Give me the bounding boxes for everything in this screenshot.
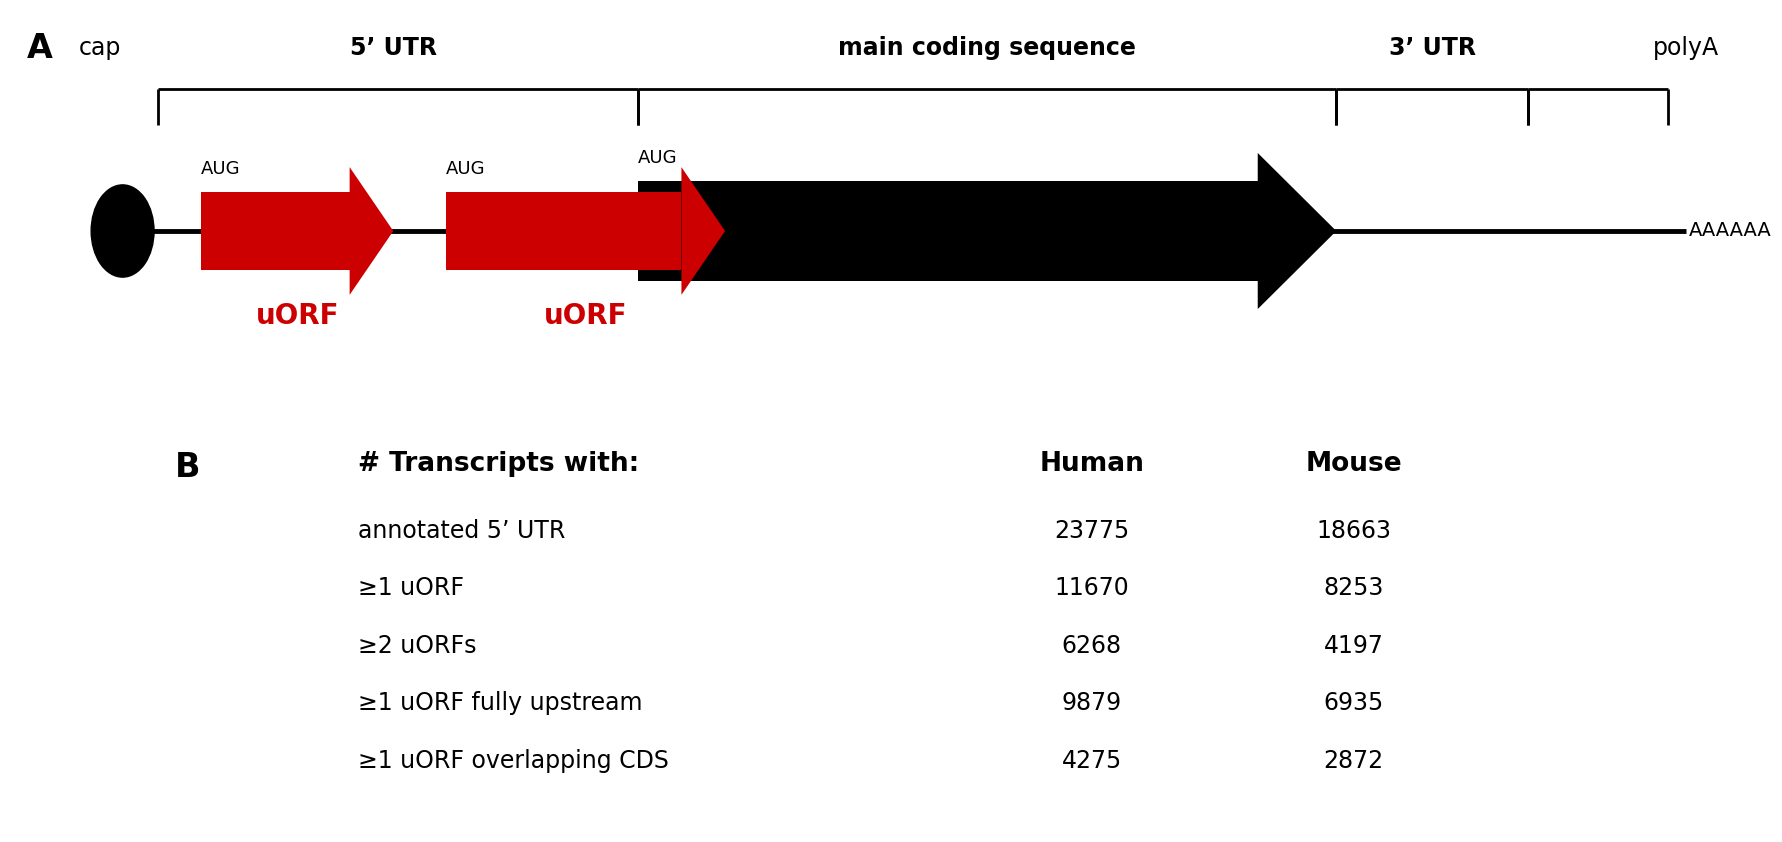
Text: 8253: 8253 [1324, 576, 1385, 600]
Text: annotated 5’ UTR: annotated 5’ UTR [358, 519, 565, 543]
Text: 5’ UTR: 5’ UTR [349, 36, 437, 60]
Polygon shape [446, 192, 681, 270]
Text: B: B [175, 450, 201, 483]
Polygon shape [638, 181, 1258, 280]
Text: Human: Human [1039, 450, 1144, 477]
Text: 6935: 6935 [1324, 691, 1385, 715]
Text: AAAAAA: AAAAAA [1689, 221, 1771, 241]
Text: AUG: AUG [638, 149, 677, 168]
Text: 6268: 6268 [1062, 634, 1123, 658]
Text: 4197: 4197 [1324, 634, 1383, 658]
Text: cap: cap [78, 36, 121, 60]
Polygon shape [201, 192, 349, 270]
Text: A: A [27, 32, 52, 66]
Text: ≥1 uORF fully upstream: ≥1 uORF fully upstream [358, 691, 643, 715]
Text: Mouse: Mouse [1306, 450, 1402, 477]
Text: 4275: 4275 [1062, 749, 1123, 773]
Ellipse shape [91, 185, 153, 277]
Text: 2872: 2872 [1324, 749, 1385, 773]
Text: uORF: uORF [255, 302, 339, 330]
Text: AUG: AUG [201, 160, 241, 178]
Text: # Transcripts with:: # Transcripts with: [358, 450, 640, 477]
Text: 18663: 18663 [1317, 519, 1392, 543]
Text: ≥1 uORF: ≥1 uORF [358, 576, 465, 600]
Text: ≥2 uORFs: ≥2 uORFs [358, 634, 478, 658]
Text: main coding sequence: main coding sequence [838, 36, 1135, 60]
Polygon shape [681, 168, 725, 295]
Text: ≥1 uORF overlapping CDS: ≥1 uORF overlapping CDS [358, 749, 670, 773]
Text: 23775: 23775 [1055, 519, 1130, 543]
Text: 3’ UTR: 3’ UTR [1388, 36, 1475, 60]
Text: 11670: 11670 [1055, 576, 1130, 600]
Text: polyA: polyA [1652, 36, 1718, 60]
Polygon shape [1258, 153, 1336, 309]
Text: 9879: 9879 [1062, 691, 1123, 715]
Polygon shape [349, 168, 394, 295]
Text: uORF: uORF [544, 302, 627, 330]
Text: AUG: AUG [446, 160, 485, 178]
